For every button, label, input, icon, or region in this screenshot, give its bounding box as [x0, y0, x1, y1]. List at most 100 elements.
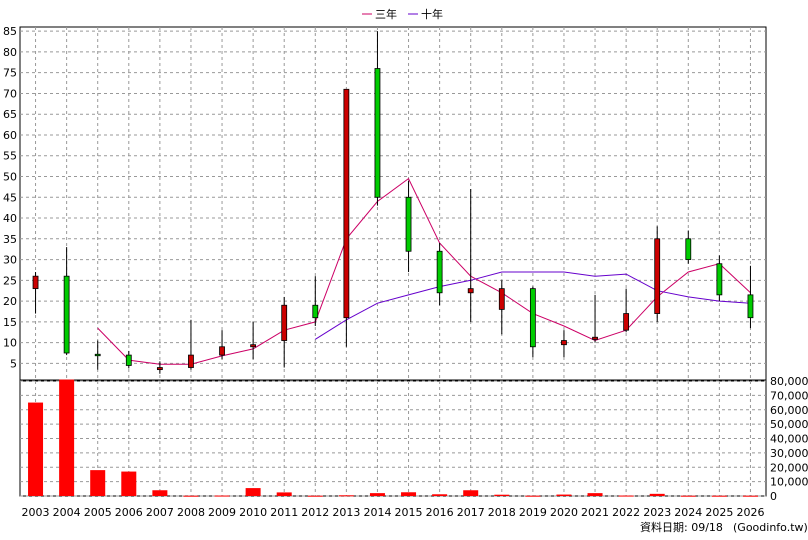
- price-tick-label: 65: [3, 108, 17, 121]
- x-tick-label: 2024: [674, 506, 702, 519]
- price-tick-label: 60: [3, 129, 17, 142]
- candle-body: [529, 288, 536, 348]
- candle-body: [250, 344, 257, 348]
- candle-body: [63, 275, 70, 354]
- price-tick-label: 85: [3, 25, 17, 38]
- volume-tick-label: 70,000: [770, 389, 808, 402]
- x-tick-label: 2019: [519, 506, 547, 519]
- volume-bar: [59, 379, 75, 496]
- candle-body: [94, 353, 101, 357]
- legend-label-2: 十年: [421, 7, 443, 21]
- volume-bar: [401, 492, 417, 496]
- x-tick-label: 2012: [301, 506, 329, 519]
- legend-label-1: 三年: [375, 7, 397, 21]
- moving-average-lines: [97, 177, 751, 365]
- candle-body: [436, 250, 443, 294]
- x-tick-label: 2004: [53, 506, 81, 519]
- price-chart-grid: [19, 26, 767, 381]
- x-tick-label: 2018: [488, 506, 516, 519]
- volume-bar: [432, 494, 448, 496]
- price-tick-label: 45: [3, 191, 17, 204]
- candle-body: [747, 294, 754, 319]
- series-line-1: [97, 177, 751, 365]
- volume-bar: [494, 494, 510, 496]
- price-tick-label: 55: [3, 150, 17, 163]
- volume-bar: [121, 471, 137, 496]
- x-tick-label: 2020: [550, 506, 578, 519]
- x-tick-label: 2005: [84, 506, 112, 519]
- volume-tick-label: 10,000: [770, 476, 808, 489]
- candle-body: [685, 238, 692, 260]
- price-tick-label: 25: [3, 274, 17, 287]
- price-tick-label: 30: [3, 254, 17, 267]
- volume-bar: [307, 495, 323, 497]
- volume-bar: [276, 492, 292, 496]
- candle-body: [188, 354, 194, 368]
- volume-chart-grid: [19, 380, 767, 497]
- candle-body: [312, 304, 319, 319]
- candle-body: [467, 288, 474, 294]
- x-tick-label: 2014: [363, 506, 391, 519]
- price-tick-label: 5: [10, 357, 17, 370]
- data-date-label: 資料日期: 09/18: [640, 520, 723, 534]
- x-tick-label: 2023: [643, 506, 671, 519]
- candle-body: [623, 313, 630, 331]
- x-tick-label: 2003: [22, 506, 50, 519]
- volume-bars: [28, 379, 758, 497]
- volume-bar: [711, 495, 727, 497]
- price-tick-label: 10: [3, 337, 17, 350]
- volume-tick-label: 40,000: [770, 433, 808, 446]
- volume-bar: [618, 495, 634, 497]
- candle-body: [654, 238, 661, 314]
- x-tick-label: 2022: [612, 506, 640, 519]
- price-tick-label: 20: [3, 295, 17, 308]
- x-tick-label: 2015: [395, 506, 423, 519]
- volume-tick-label: 50,000: [770, 418, 808, 431]
- legend: 三年 十年: [362, 7, 443, 21]
- price-tick-label: 40: [3, 212, 17, 225]
- candle-body: [343, 88, 350, 319]
- x-axis: 2003 2004 2005 2006 2007 2008 2009 2010 2011 2012…: [22, 506, 765, 519]
- volume-tick-label: 30,000: [770, 447, 808, 460]
- candle-body: [561, 340, 567, 346]
- candlesticks: [32, 31, 754, 374]
- volume-bar: [245, 488, 261, 496]
- x-tick-label: 2016: [426, 506, 454, 519]
- candle-body: [156, 367, 163, 371]
- x-tick-label: 2026: [736, 506, 764, 519]
- volume-bar: [556, 494, 572, 496]
- candle-body: [716, 263, 723, 296]
- volume-bar: [338, 495, 354, 497]
- x-tick-label: 2006: [115, 506, 143, 519]
- x-tick-label: 2017: [457, 506, 485, 519]
- candle-body: [405, 196, 412, 252]
- volume-bar: [214, 495, 230, 497]
- price-tick-label: 75: [3, 67, 17, 80]
- volume-bar: [369, 493, 385, 496]
- x-tick-label: 2007: [146, 506, 174, 519]
- series-line-2: [315, 271, 751, 340]
- candle-body: [32, 275, 39, 290]
- volume-bar: [525, 495, 541, 497]
- price-y-axis: 5 10 15 20 25 30 35 40 45 50 55 60 65 70 75 80 85: [3, 25, 17, 370]
- volume-bar: [742, 495, 758, 497]
- candle-body: [125, 354, 132, 366]
- x-tick-label: 2008: [177, 506, 205, 519]
- price-tick-label: 70: [3, 87, 17, 100]
- candle-body: [374, 68, 381, 198]
- volume-bar: [183, 495, 199, 497]
- volume-bar: [463, 490, 479, 496]
- source-label: (Goodinfo.tw): [733, 521, 808, 534]
- x-tick-label: 2010: [239, 506, 267, 519]
- volume-bar: [587, 493, 603, 496]
- price-tick-label: 50: [3, 171, 17, 184]
- price-plot-frame: [19, 26, 767, 381]
- x-tick-label: 2025: [705, 506, 733, 519]
- x-tick-label: 2009: [208, 506, 236, 519]
- candle-body: [281, 304, 288, 341]
- volume-bar: [90, 470, 106, 496]
- price-tick-label: 15: [3, 316, 17, 329]
- price-tick-label: 35: [3, 233, 17, 246]
